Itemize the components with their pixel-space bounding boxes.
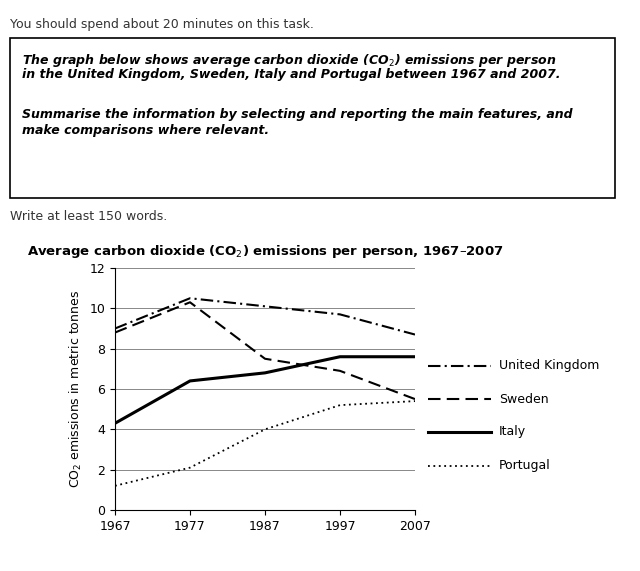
- Text: Average carbon dioxide (CO$_2$) emissions per person, 1967–2007: Average carbon dioxide (CO$_2$) emission…: [27, 243, 503, 260]
- Text: Italy: Italy: [499, 425, 526, 439]
- Text: in the United Kingdom, Sweden, Italy and Portugal between 1967 and 2007.: in the United Kingdom, Sweden, Italy and…: [22, 68, 561, 81]
- Text: Sweden: Sweden: [499, 393, 548, 406]
- Text: Portugal: Portugal: [499, 459, 550, 472]
- Text: The graph below shows average carbon dioxide (CO$_2$) emissions per person: The graph below shows average carbon dio…: [22, 52, 556, 69]
- Text: Summarise the information by selecting and reporting the main features, and: Summarise the information by selecting a…: [22, 108, 573, 121]
- Text: make comparisons where relevant.: make comparisons where relevant.: [22, 124, 269, 137]
- Text: You should spend about 20 minutes on this task.: You should spend about 20 minutes on thi…: [10, 18, 314, 31]
- Y-axis label: CO$_2$ emissions in metric tonnes: CO$_2$ emissions in metric tonnes: [68, 290, 84, 488]
- Text: United Kingdom: United Kingdom: [499, 359, 599, 372]
- Text: Write at least 150 words.: Write at least 150 words.: [10, 210, 167, 223]
